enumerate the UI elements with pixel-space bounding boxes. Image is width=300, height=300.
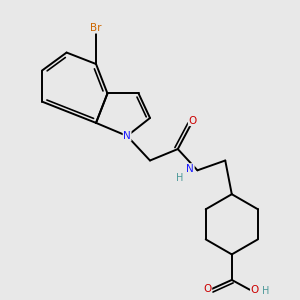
Text: H: H xyxy=(262,286,269,296)
Text: H: H xyxy=(176,172,183,182)
Text: O: O xyxy=(250,285,259,295)
Text: O: O xyxy=(188,116,197,126)
Text: N: N xyxy=(186,164,194,174)
Text: N: N xyxy=(123,131,131,141)
Text: O: O xyxy=(203,284,212,294)
Text: Br: Br xyxy=(90,23,102,33)
